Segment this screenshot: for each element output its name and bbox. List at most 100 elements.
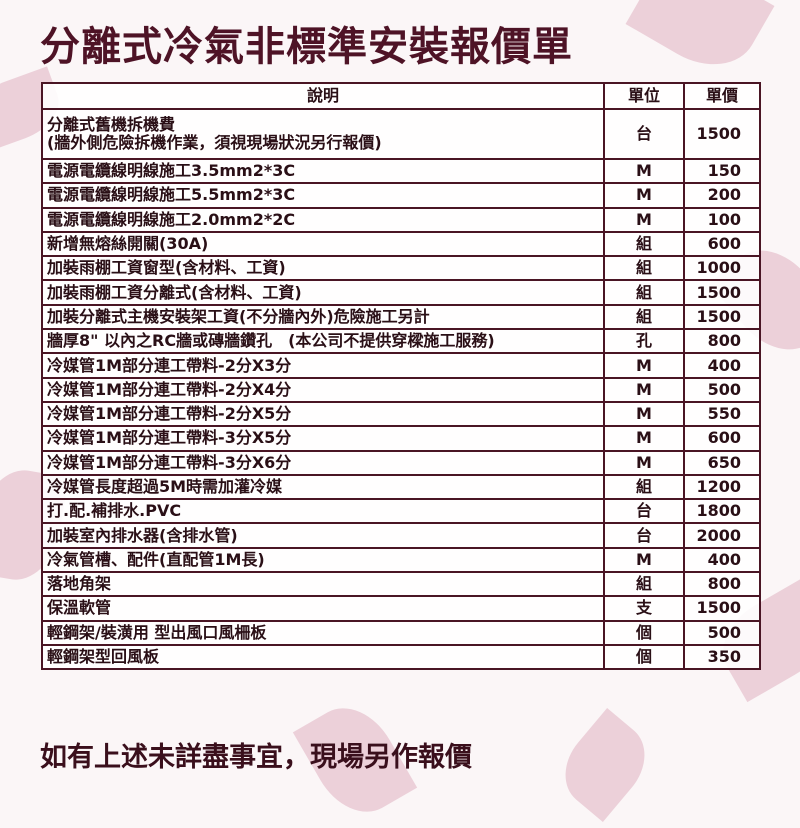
table-row: 加裝雨棚工資窗型(含材料、工資) 組 1000: [41, 255, 761, 282]
row-description: 加裝雨棚工資分離式(含材料、工資): [41, 279, 605, 306]
row-unit: 台: [603, 108, 685, 160]
row-price: 400: [683, 352, 761, 379]
row-unit: M: [603, 352, 685, 379]
row-price: 100: [683, 206, 761, 233]
description-text: 電源電纜線明線施工2.0mm2*2C: [47, 209, 296, 229]
row-price: 800: [683, 571, 761, 598]
row-price: 800: [683, 328, 761, 355]
row-description: 電源電纜線明線施工3.5mm2*3C: [41, 157, 605, 185]
table-row: 冷媒管1M部分連工帶料-2分X4分 M 500: [41, 376, 761, 403]
row-unit: 台: [603, 498, 685, 525]
row-price: 150: [683, 157, 761, 185]
row-description: 牆厚8" 以內之RC牆或磚牆鑽孔 (本公司不提供穿樑施工服務): [41, 328, 605, 355]
row-price: 1500: [683, 595, 761, 622]
description-text: 輕鋼架/裝潢用 型出風口風柵板: [47, 622, 267, 642]
row-unit: M: [603, 400, 685, 428]
row-description: 保溫軟管: [41, 595, 605, 622]
table-row: 輕鋼架/裝潢用 型出風口風柵板 個 500: [41, 619, 761, 646]
description-text: 加裝室內排水器(含排水管): [47, 525, 238, 545]
table-row: 保溫軟管 支 1500: [41, 595, 761, 622]
row-unit: M: [603, 425, 685, 452]
row-unit: 組: [603, 571, 685, 598]
row-description: 打.配.補排水.PVC: [41, 498, 605, 525]
row-price: 1800: [683, 498, 761, 525]
description-text: 電源電纜線明線施工3.5mm2*3C: [47, 161, 296, 181]
row-price: 1000: [683, 255, 761, 282]
description-text: 牆厚8" 以內之RC牆或磚牆鑽孔 (本公司不提供穿樑施工服務): [47, 331, 495, 351]
description-text: 冷媒管1M部分連工帶料-3分X5分: [47, 428, 292, 448]
decor-petal: [549, 708, 661, 822]
row-price: 1200: [683, 473, 761, 501]
row-unit: M: [603, 546, 685, 574]
row-unit: 組: [603, 230, 685, 258]
row-price: 600: [683, 425, 761, 452]
row-unit: M: [603, 449, 685, 476]
table-row: 電源電纜線明線施工2.0mm2*2C M 100: [41, 206, 761, 233]
row-description: 輕鋼架型回風板: [41, 643, 605, 671]
table-row: 輕鋼架型回風板 個 350: [41, 643, 761, 671]
row-description: 冷媒管1M部分連工帶料-3分X6分: [41, 449, 605, 476]
table-row: 冷媒管1M部分連工帶料-2分X3分 M 400: [41, 352, 761, 379]
description-text: 冷媒管長度超過5M時需加灌冷媒: [47, 477, 283, 496]
row-price: 1500: [683, 303, 761, 331]
row-unit: 組: [603, 255, 685, 282]
table-row: 新增無熔絲開關(30A) 組 600: [41, 230, 761, 258]
description-text: 加裝雨棚工資分離式(含材料、工資): [47, 282, 302, 302]
row-unit: 支: [603, 595, 685, 622]
row-unit: 個: [603, 619, 685, 646]
page-title: 分離式冷氣非標準安裝報價單: [40, 24, 573, 70]
row-price: 400: [683, 546, 761, 574]
row-description: 新增無熔絲開關(30A): [41, 230, 605, 258]
table-row: 冷氣管槽、配件(直配管1M長) M 400: [41, 546, 761, 574]
table-row: 加裝分離式主機安裝架工資(不分牆內外)危險施工另計 組 1500: [41, 303, 761, 331]
description-text: 冷氣管槽、配件(直配管1M長): [47, 549, 265, 569]
description-text: 冷媒管1M部分連工帶料-3分X6分: [47, 452, 292, 472]
table-row: 打.配.補排水.PVC 台 1800: [41, 498, 761, 525]
table-row: 電源電纜線明線施工5.5mm2*3C M 200: [41, 182, 761, 209]
row-description: 分離式舊機拆機費 (牆外側危險拆機作業，須視現場狀況另行報價): [41, 108, 605, 160]
row-description: 冷媒管1M部分連工帶料-2分X4分: [41, 376, 605, 403]
table-row: 分離式舊機拆機費 (牆外側危險拆機作業，須視現場狀況另行報價) 台 1500: [41, 108, 761, 160]
row-description: 冷媒管1M部分連工帶料-3分X5分: [41, 425, 605, 452]
row-price: 650: [683, 449, 761, 476]
footer-note: 如有上述未詳盡事宜，現場另作報價: [40, 742, 472, 773]
header-unit: 單位: [603, 82, 685, 110]
row-unit: 組: [603, 303, 685, 331]
table-row: 加裝室內排水器(含排水管) 台 2000: [41, 522, 761, 549]
row-description: 加裝雨棚工資窗型(含材料、工資): [41, 255, 605, 282]
row-price: 500: [683, 619, 761, 646]
description-text: 電源電纜線明線施工5.5mm2*3C: [47, 185, 296, 205]
table-row: 牆厚8" 以內之RC牆或磚牆鑽孔 (本公司不提供穿樑施工服務) 孔 800: [41, 328, 761, 355]
row-description: 電源電纜線明線施工5.5mm2*3C: [41, 182, 605, 209]
row-price: 550: [683, 400, 761, 428]
row-unit: M: [603, 157, 685, 185]
row-description: 電源電纜線明線施工2.0mm2*2C: [41, 206, 605, 233]
description-text: 落地角架: [47, 574, 112, 594]
description-note: (牆外側危險拆機作業，須視現場狀況另行報價): [47, 133, 382, 152]
table-row: 冷媒管1M部分連工帶料-3分X5分 M 600: [41, 425, 761, 452]
row-unit: M: [603, 182, 685, 209]
table-row: 冷媒管1M部分連工帶料-2分X5分 M 550: [41, 400, 761, 428]
row-unit: 組: [603, 279, 685, 306]
row-unit: 台: [603, 522, 685, 549]
row-price: 200: [683, 182, 761, 209]
row-price: 500: [683, 376, 761, 403]
row-price: 600: [683, 230, 761, 258]
description-text: 冷媒管1M部分連工帶料-2分X3分: [47, 355, 292, 375]
row-description: 冷氣管槽、配件(直配管1M長): [41, 546, 605, 574]
table-header: 說明 單位 單價: [41, 82, 761, 110]
table-row: 落地角架 組 800: [41, 571, 761, 598]
table-row: 冷媒管1M部分連工帶料-3分X6分 M 650: [41, 449, 761, 476]
table-row: 電源電纜線明線施工3.5mm2*3C M 150: [41, 157, 761, 185]
row-description: 冷媒管1M部分連工帶料-2分X5分: [41, 400, 605, 428]
description-text: 冷媒管1M部分連工帶料-2分X5分: [47, 404, 292, 424]
description-text: 加裝雨棚工資窗型(含材料、工資): [47, 258, 286, 278]
description-text: 分離式舊機拆機費: [47, 115, 176, 134]
description-text: 加裝分離式主機安裝架工資(不分牆內外)危險施工另計: [47, 306, 430, 326]
row-price: 1500: [683, 108, 761, 160]
row-description: 輕鋼架/裝潢用 型出風口風柵板: [41, 619, 605, 646]
decor-petal: [625, 0, 775, 84]
row-unit: M: [603, 206, 685, 233]
description-text: 打.配.補排水.PVC: [47, 501, 182, 521]
description-text: 新增無熔絲開關(30A): [47, 234, 209, 254]
